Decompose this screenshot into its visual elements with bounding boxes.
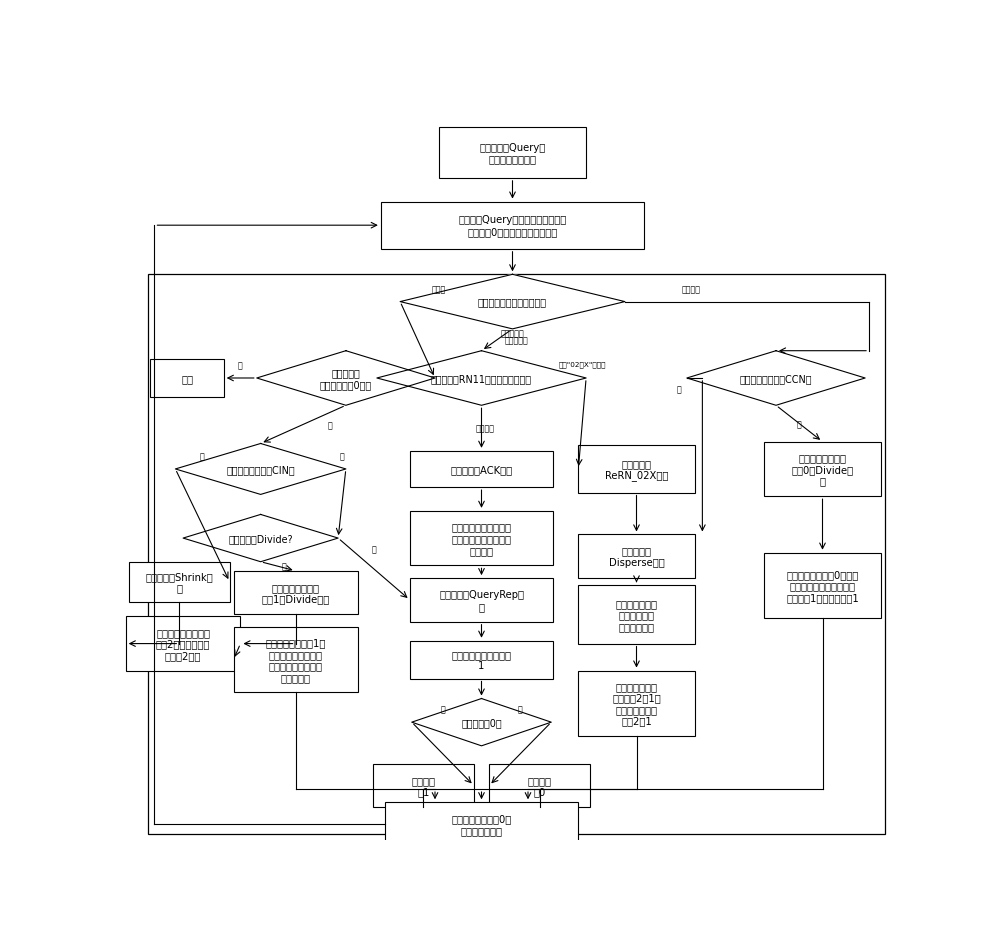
- Text: 所有标签时隙计
数的值不变；
盘点阈值不变: 所有标签时隙计 数的值不变； 盘点阈值不变: [616, 598, 658, 632]
- Text: 连续空闲次数小于CIN？: 连续空闲次数小于CIN？: [226, 464, 295, 475]
- Text: 是: 是: [518, 705, 523, 714]
- Bar: [764, 553, 881, 618]
- Bar: [578, 671, 695, 736]
- Polygon shape: [400, 275, 625, 329]
- Text: 读写器发送分裂位
置为0的Divide命
令: 读写器发送分裂位 置为0的Divide命 令: [791, 453, 854, 486]
- Text: 读写器接收标签的回复信息: 读写器接收标签的回复信息: [478, 297, 547, 307]
- Bar: [373, 764, 474, 807]
- Bar: [410, 641, 553, 679]
- Text: 读写器发送Shrink命
令: 读写器发送Shrink命 令: [145, 571, 213, 593]
- Text: 否: 否: [372, 545, 376, 554]
- Text: 时隙计数器的值为0的
标签回复读写器: 时隙计数器的值为0的 标签回复读写器: [451, 814, 512, 834]
- Bar: [385, 802, 578, 846]
- Bar: [150, 360, 224, 397]
- Bar: [410, 579, 553, 622]
- Text: 标签时隙计数器的值减
1: 标签时隙计数器的值减 1: [452, 649, 512, 670]
- Polygon shape: [257, 351, 435, 406]
- Bar: [489, 764, 590, 807]
- Bar: [381, 202, 644, 249]
- Text: 是: 是: [340, 452, 344, 461]
- Polygon shape: [412, 699, 551, 746]
- Text: 连续碰撞次数小于CCN？: 连续碰撞次数小于CCN？: [740, 374, 812, 383]
- Bar: [410, 512, 553, 565]
- Text: 出现"02，X"类错误: 出现"02，X"类错误: [558, 361, 606, 367]
- Bar: [578, 446, 695, 493]
- Text: 标签收到Query命令后，时隙计数器
的值置为0，并向读写器发送句柄: 标签收到Query命令后，时隙计数器 的值置为0，并向读写器发送句柄: [458, 215, 567, 237]
- Text: 上一命令为Divide?: 上一命令为Divide?: [228, 533, 293, 544]
- Text: 读写器发送Query指
令，启动盘点循环: 读写器发送Query指 令，启动盘点循环: [479, 143, 546, 164]
- Bar: [126, 616, 240, 671]
- Text: 标签时隙计数器
的值乘以2加1位
随机数；盘点阈
值乘2加1: 标签时隙计数器 的值乘以2加1位 随机数；盘点阈 值乘2加1: [612, 682, 661, 726]
- Text: 单标签回复: 单标签回复: [501, 329, 524, 338]
- Polygon shape: [183, 514, 338, 562]
- Text: 是否会出现RN11重合导致的错误？: 是否会出现RN11重合导致的错误？: [431, 374, 532, 383]
- Bar: [148, 275, 885, 834]
- Text: 读写器发送QueryRep命
令: 读写器发送QueryRep命 令: [439, 589, 524, 611]
- Bar: [578, 535, 695, 579]
- Bar: [129, 562, 230, 602]
- Polygon shape: [175, 444, 346, 495]
- Text: 读写器发送分裂位
置为1的Divide命令: 读写器发送分裂位 置为1的Divide命令: [261, 582, 330, 604]
- Text: 标签发送安全模式、编
码长度和编码并跳转到
确认状态: 标签发送安全模式、编 码长度和编码并跳转到 确认状态: [452, 522, 512, 555]
- Bar: [410, 451, 553, 488]
- Polygon shape: [377, 351, 586, 406]
- Text: 盘点阈值
置0: 盘点阈值 置0: [528, 775, 552, 797]
- Text: 时隙计数器的值为1的
标签分裂，其他标签
时隙计数器不变；盘
点阈值不变: 时隙计数器的值为1的 标签分裂，其他标签 时隙计数器不变；盘 点阈值不变: [265, 637, 326, 683]
- Bar: [764, 442, 881, 497]
- Text: 读写器发送
Disperse命令: 读写器发送 Disperse命令: [609, 546, 664, 567]
- Text: 读写器发送
ReRN_02X命令: 读写器发送 ReRN_02X命令: [605, 458, 668, 480]
- Polygon shape: [687, 351, 865, 406]
- Text: 单标签回复: 单标签回复: [505, 336, 528, 345]
- Text: 正确回复: 正确回复: [476, 424, 495, 433]
- Text: 盘点阈值
减1: 盘点阈值 减1: [411, 775, 435, 797]
- Text: 时隙计数器的值为0的标签
分裂，其他标签时隙计数
器的值加1；盘点阈值加1: 时隙计数器的值为0的标签 分裂，其他标签时隙计数 器的值加1；盘点阈值加1: [786, 569, 859, 602]
- Bar: [578, 585, 695, 644]
- Text: 是: 是: [238, 361, 243, 370]
- Bar: [234, 571, 358, 615]
- Bar: [439, 127, 586, 178]
- Text: 盘点阈值为0？: 盘点阈值为0？: [461, 717, 502, 728]
- Text: 否: 否: [200, 452, 205, 461]
- Text: 否: 否: [677, 385, 682, 394]
- Text: 否: 否: [440, 705, 445, 714]
- Bar: [234, 627, 358, 693]
- Text: 发生碰撞: 发生碰撞: [681, 285, 700, 294]
- Text: 盘点结束？
（盘点阈值为0？）: 盘点结束？ （盘点阈值为0？）: [320, 368, 372, 389]
- Text: 是: 是: [282, 563, 286, 571]
- Text: 标签时隙计数器的值
除以2后取整；盘点
阈值除2取整: 标签时隙计数器的值 除以2后取整；盘点 阈值除2取整: [156, 628, 210, 661]
- Text: 读写器发送ACK命令: 读写器发送ACK命令: [450, 464, 513, 475]
- Text: 无回复: 无回复: [432, 285, 446, 294]
- Text: 结束: 结束: [181, 374, 193, 383]
- Text: 是: 是: [797, 419, 802, 429]
- Text: 否: 否: [328, 420, 333, 430]
